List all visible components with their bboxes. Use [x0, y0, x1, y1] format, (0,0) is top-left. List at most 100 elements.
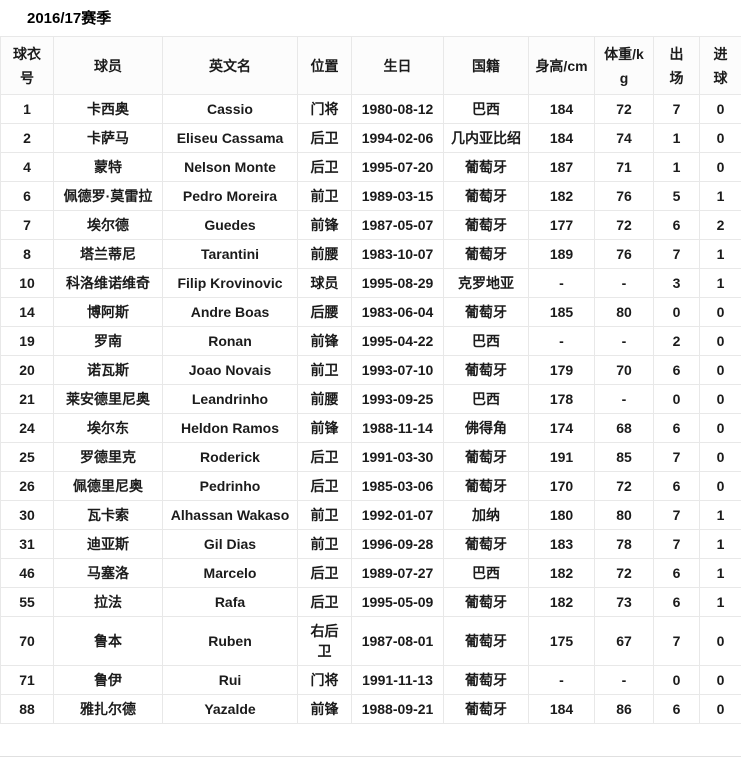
cell-jersey_number: 4: [0, 152, 54, 182]
cell-height_cm: -: [528, 268, 595, 298]
cell-goals: 1: [699, 181, 741, 211]
cell-jersey_number: 2: [0, 123, 54, 153]
cell-nationality: 葡萄牙: [443, 529, 529, 559]
cell-player: 蒙特: [53, 152, 163, 182]
cell-goals: 0: [699, 471, 741, 501]
cell-birthday: 1996-09-28: [351, 529, 444, 559]
cell-weight_kg: 78: [594, 529, 654, 559]
cell-english_name: Ruben: [162, 616, 298, 666]
cell-appearances: 0: [653, 297, 700, 327]
cell-jersey_number: 88: [0, 694, 54, 724]
cell-english_name: Rui: [162, 665, 298, 695]
cell-nationality: 葡萄牙: [443, 694, 529, 724]
cell-height_cm: 191: [528, 442, 595, 472]
cell-jersey_number: 1: [0, 94, 54, 124]
bottom-divider: [0, 756, 741, 757]
cell-weight_kg: 73: [594, 587, 654, 617]
cell-birthday: 1994-02-06: [351, 123, 444, 153]
cell-height_cm: -: [528, 326, 595, 356]
cell-goals: 0: [699, 442, 741, 472]
cell-position: 前腰: [297, 384, 352, 414]
cell-position: 前锋: [297, 326, 352, 356]
cell-height_cm: -: [528, 665, 595, 695]
player-row: 14 博阿斯 Andre Boas 后腰 1983-06-04 葡萄牙 185 80 0 0: [0, 297, 741, 327]
cell-goals: 0: [699, 355, 741, 385]
cell-player: 鲁本: [53, 616, 163, 666]
cell-weight_kg: 80: [594, 297, 654, 327]
cell-english_name: Guedes: [162, 210, 298, 240]
cell-english_name: Pedrinho: [162, 471, 298, 501]
cell-jersey_number: 70: [0, 616, 54, 666]
cell-english_name: Roderick: [162, 442, 298, 472]
cell-weight_kg: 72: [594, 471, 654, 501]
cell-goals: 1: [699, 500, 741, 530]
cell-birthday: 1993-07-10: [351, 355, 444, 385]
cell-position: 前锋: [297, 413, 352, 443]
cell-height_cm: 183: [528, 529, 595, 559]
cell-nationality: 巴西: [443, 94, 529, 124]
cell-height_cm: 180: [528, 500, 595, 530]
page-title: 2016/17赛季: [27, 10, 112, 27]
cell-player: 鲁伊: [53, 665, 163, 695]
cell-nationality: 葡萄牙: [443, 297, 529, 327]
cell-birthday: 1980-08-12: [351, 94, 444, 124]
cell-height_cm: 182: [528, 587, 595, 617]
cell-appearances: 2: [653, 326, 700, 356]
cell-weight_kg: 76: [594, 239, 654, 269]
cell-english_name: Rafa: [162, 587, 298, 617]
cell-weight_kg: -: [594, 326, 654, 356]
cell-nationality: 巴西: [443, 384, 529, 414]
cell-english_name: Eliseu Cassama: [162, 123, 298, 153]
cell-position: 后卫: [297, 123, 352, 153]
cell-birthday: 1988-11-14: [351, 413, 444, 443]
cell-player: 雅扎尔德: [53, 694, 163, 724]
cell-weight_kg: 74: [594, 123, 654, 153]
cell-height_cm: 184: [528, 123, 595, 153]
cell-player: 博阿斯: [53, 297, 163, 327]
cell-height_cm: 178: [528, 384, 595, 414]
cell-nationality: 克罗地亚: [443, 268, 529, 298]
cell-english_name: Heldon Ramos: [162, 413, 298, 443]
cell-player: 马塞洛: [53, 558, 163, 588]
cell-appearances: 6: [653, 413, 700, 443]
cell-player: 莱安德里尼奥: [53, 384, 163, 414]
cell-player: 埃尔东: [53, 413, 163, 443]
cell-weight_kg: -: [594, 268, 654, 298]
cell-appearances: 7: [653, 500, 700, 530]
cell-nationality: 葡萄牙: [443, 152, 529, 182]
cell-height_cm: 179: [528, 355, 595, 385]
cell-english_name: Cassio: [162, 94, 298, 124]
cell-jersey_number: 20: [0, 355, 54, 385]
cell-birthday: 1995-07-20: [351, 152, 444, 182]
cell-weight_kg: 72: [594, 558, 654, 588]
column-header-nationality: 国籍: [443, 36, 529, 95]
cell-position: 前卫: [297, 500, 352, 530]
cell-jersey_number: 10: [0, 268, 54, 298]
table-body: 1 卡西奥 Cassio 门将 1980-08-12 巴西 184 72 7 0 2 卡萨马 Elise…: [0, 94, 741, 724]
cell-birthday: 1988-09-21: [351, 694, 444, 724]
cell-height_cm: 184: [528, 694, 595, 724]
player-row: 71 鲁伊 Rui 门将 1991-11-13 葡萄牙 - -0 0: [0, 665, 741, 695]
column-header-position: 位置: [297, 36, 352, 95]
cell-english_name: Marcelo: [162, 558, 298, 588]
cell-player: 罗南: [53, 326, 163, 356]
cell-player: 埃尔德: [53, 210, 163, 240]
player-row: 4 蒙特 Nelson Monte 后卫 1995-07-20 葡萄牙 187 71 1 0: [0, 152, 741, 182]
player-row: 7 埃尔德 Guedes 前锋 1987-05-07 葡萄牙 177 72 6 2: [0, 210, 741, 240]
cell-height_cm: 184: [528, 94, 595, 124]
cell-height_cm: 182: [528, 181, 595, 211]
cell-position: 门将: [297, 94, 352, 124]
cell-appearances: 1: [653, 123, 700, 153]
player-row: 88 雅扎尔德 Yazalde 前锋 1988-09-21 葡萄牙 184 86 6 0: [0, 694, 741, 724]
cell-jersey_number: 7: [0, 210, 54, 240]
cell-appearances: 7: [653, 94, 700, 124]
column-header-goals: 进 球: [699, 36, 741, 95]
cell-player: 罗德里克: [53, 442, 163, 472]
cell-position: 后卫: [297, 558, 352, 588]
cell-jersey_number: 30: [0, 500, 54, 530]
cell-appearances: 6: [653, 355, 700, 385]
column-header-appearances: 出 场: [653, 36, 700, 95]
cell-goals: 0: [699, 123, 741, 153]
cell-english_name: Joao Novais: [162, 355, 298, 385]
